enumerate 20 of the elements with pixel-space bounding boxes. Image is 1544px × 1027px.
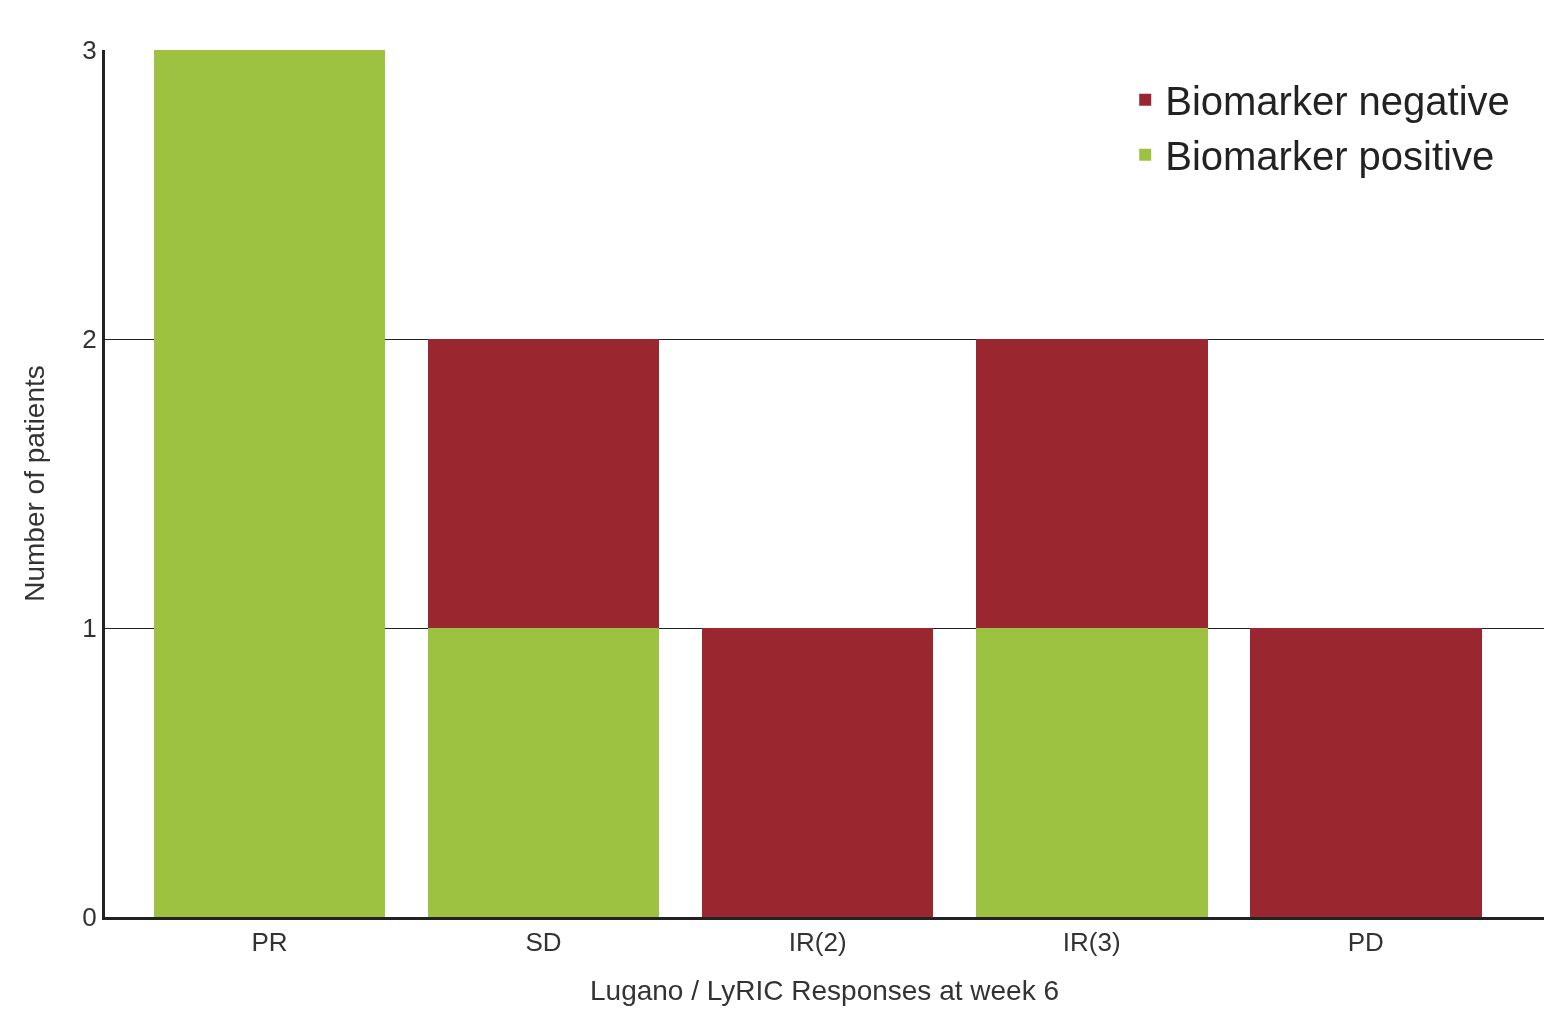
y-tick-label: 1 <box>82 613 97 644</box>
bar <box>153 50 386 917</box>
x-tick-label: SD <box>525 927 562 958</box>
x-tick-label: IR(3) <box>1062 927 1121 958</box>
bar <box>1250 628 1482 917</box>
y-tick-label: 0 <box>82 902 97 933</box>
legend-label: Biomarker positive <box>1165 134 1495 179</box>
bar <box>427 339 660 628</box>
x-axis-title: Lugano / LyRIC Responses at week 6 <box>589 975 1060 1007</box>
bar <box>975 628 1208 917</box>
x-tick-label: PR <box>251 927 288 958</box>
legend-label: Biomarker negative <box>1165 79 1510 124</box>
x-tick-label: IR(2) <box>788 927 847 958</box>
bar <box>975 339 1208 628</box>
y-axis-title: Number of patients <box>19 365 51 602</box>
bar <box>701 628 934 917</box>
y-tick-label: 3 <box>82 35 97 66</box>
x-tick-label: PD <box>1347 927 1384 958</box>
bar <box>427 628 660 917</box>
y-tick-label: 2 <box>82 324 97 355</box>
